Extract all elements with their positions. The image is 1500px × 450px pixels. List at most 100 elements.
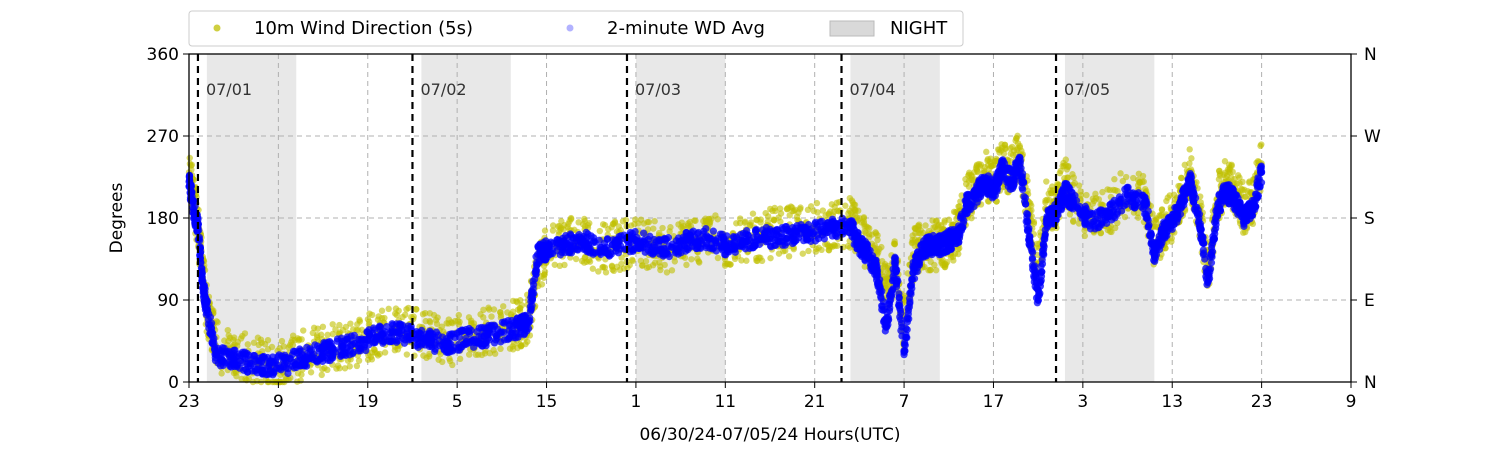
series-0-sample	[656, 229, 663, 237]
series-0-sample	[947, 254, 955, 261]
series-0-sample	[1018, 147, 1025, 155]
series-0-sample	[1083, 191, 1090, 199]
series-1-sample	[549, 245, 557, 253]
series-1-sample	[275, 351, 283, 359]
series-1-sample	[781, 223, 789, 231]
series-0-sample	[635, 220, 642, 227]
series-0-sample	[480, 314, 487, 321]
series-0-sample	[799, 250, 807, 257]
series-1-sample	[947, 245, 955, 253]
series-0-sample	[395, 307, 402, 314]
series-1-sample	[848, 233, 856, 241]
series-0-sample	[1249, 220, 1257, 228]
series-1-sample	[723, 232, 731, 240]
series-0-sample	[981, 163, 989, 171]
series-1-sample	[320, 343, 328, 352]
series-1-sample	[312, 357, 320, 365]
series-0-sample	[657, 266, 664, 274]
series-1-sample	[1142, 196, 1150, 205]
series-0-sample	[849, 199, 856, 206]
series-1-sample	[1036, 282, 1044, 290]
series-1-sample	[1021, 194, 1029, 202]
series-1-sample	[1098, 218, 1106, 226]
series-1-sample	[739, 237, 747, 245]
series-1-sample	[1040, 235, 1048, 243]
series-0-sample	[555, 228, 563, 235]
series-1-sample	[218, 356, 226, 364]
series-1-sample	[829, 218, 837, 227]
series-1-sample	[1144, 223, 1152, 231]
series-0-sample	[770, 216, 777, 223]
series-0-sample	[1000, 150, 1008, 157]
series-0-sample	[298, 371, 305, 378]
series-0-sample	[1178, 174, 1185, 182]
series-1-sample	[326, 337, 334, 346]
series-0-sample	[188, 166, 195, 173]
series-0-sample	[549, 222, 557, 229]
series-0-sample	[777, 218, 784, 225]
series-1-sample	[895, 290, 903, 298]
series-0-sample	[225, 337, 232, 345]
series-0-sample	[488, 313, 495, 320]
series-0-sample	[1016, 142, 1023, 150]
series-0-sample	[640, 220, 648, 227]
series-1-sample	[447, 340, 455, 348]
series-1-sample	[1098, 206, 1106, 214]
series-1-sample	[566, 244, 574, 252]
series-0-sample	[686, 218, 694, 226]
series-0-sample	[239, 332, 246, 340]
series-0-sample	[368, 356, 376, 363]
series-1-sample	[1008, 182, 1016, 190]
series-1-sample	[895, 301, 903, 310]
series-0-sample	[540, 274, 548, 281]
series-0-sample	[278, 337, 286, 345]
series-1-sample	[485, 336, 494, 344]
series-0-sample	[307, 369, 315, 376]
series-1-sample	[849, 222, 857, 230]
series-1-sample	[498, 318, 506, 326]
series-1-sample	[197, 259, 205, 267]
series-1-sample	[597, 250, 605, 259]
series-0-sample	[334, 362, 342, 369]
series-1-sample	[258, 358, 266, 366]
series-0-sample	[805, 247, 812, 255]
series-1-sample	[194, 215, 202, 223]
series-0-sample	[780, 248, 787, 255]
series-0-sample	[608, 263, 616, 270]
series-0-sample	[541, 227, 549, 234]
series-0-sample	[619, 218, 627, 225]
series-1-sample	[777, 229, 785, 238]
series-1-sample	[395, 321, 403, 330]
series-1-sample	[195, 235, 203, 243]
series-0-sample	[1117, 170, 1124, 177]
series-1-sample	[431, 347, 439, 356]
series-1-sample	[983, 177, 991, 185]
series-1-sample	[1063, 197, 1071, 206]
series-0-sample	[321, 364, 328, 372]
series-1-sample	[203, 298, 211, 306]
series-1-sample	[1029, 265, 1037, 273]
series-0-sample	[833, 199, 840, 207]
series-0-sample	[504, 309, 511, 316]
series-1-sample	[580, 233, 588, 241]
series-0-sample	[381, 349, 389, 356]
series-0-sample	[852, 207, 859, 215]
series-1-sample	[867, 257, 875, 265]
series-1-sample	[295, 351, 303, 360]
series-0-sample	[1062, 161, 1069, 169]
series-0-sample	[421, 309, 429, 317]
series-1-sample	[902, 333, 910, 342]
series-1-sample	[693, 230, 702, 238]
series-1-sample	[532, 267, 540, 275]
series-1-sample	[291, 347, 299, 355]
series-1-sample	[904, 304, 912, 312]
series-0-sample	[1163, 197, 1170, 205]
series-0-sample	[1043, 178, 1050, 185]
series-0-sample	[465, 314, 473, 321]
series-1-sample	[1144, 216, 1152, 224]
series-1-sample	[928, 238, 936, 246]
series-0-sample	[341, 365, 349, 372]
series-0-sample	[883, 276, 890, 283]
series-1-sample	[873, 280, 882, 288]
series-1-sample	[490, 321, 498, 329]
